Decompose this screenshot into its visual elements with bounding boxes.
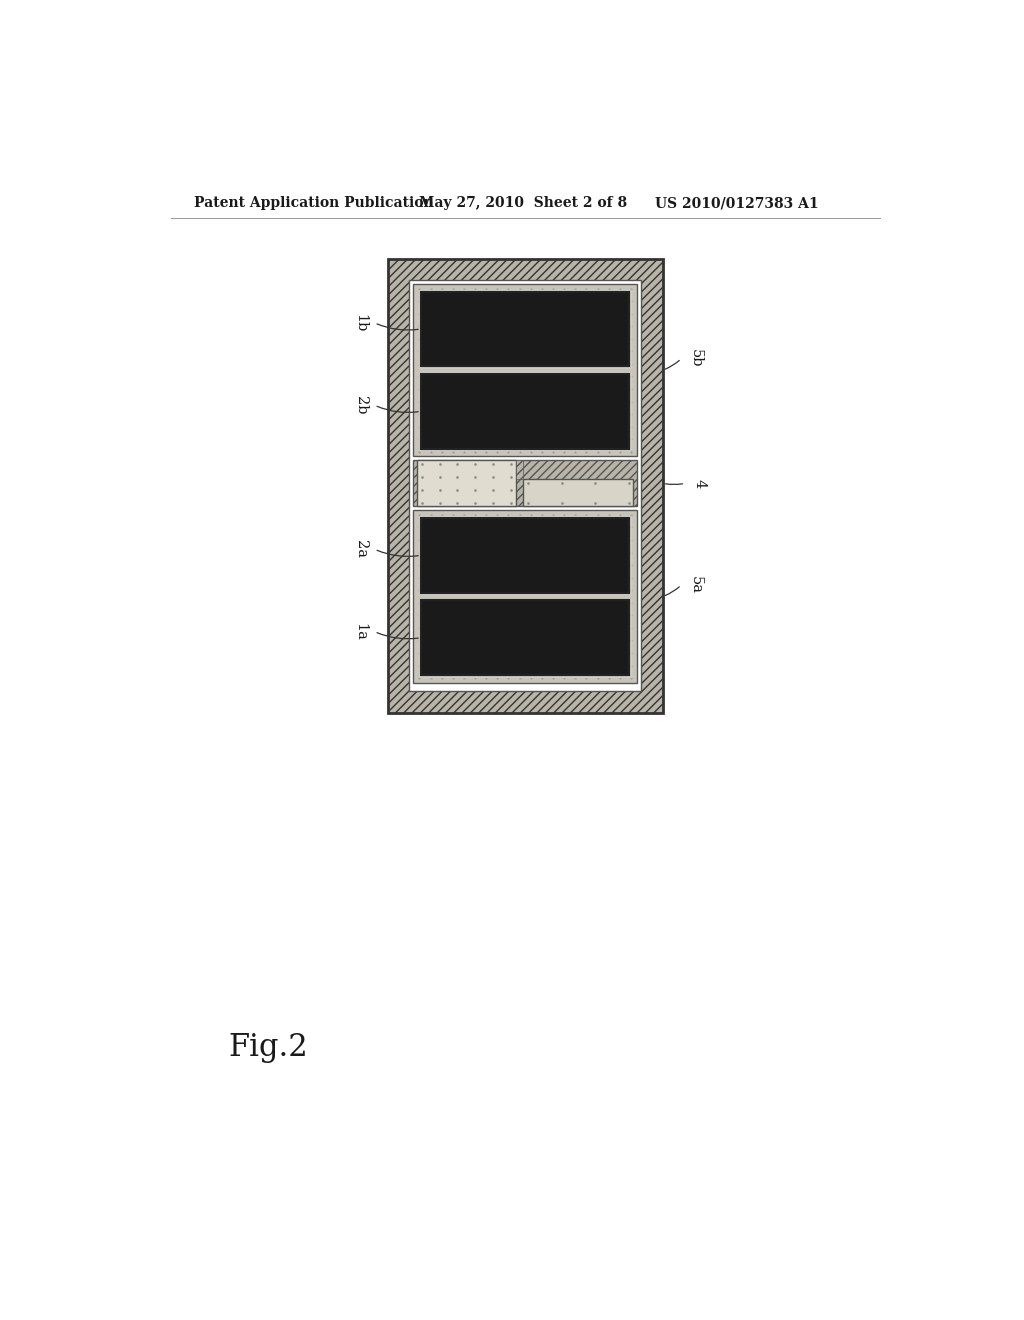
Text: 2b: 2b: [353, 396, 368, 414]
Text: 1b: 1b: [353, 314, 368, 333]
Bar: [414, 511, 637, 682]
Bar: [421, 374, 630, 449]
Text: Patent Application Publication: Patent Application Publication: [194, 197, 433, 210]
Bar: [414, 461, 637, 507]
Bar: [523, 479, 633, 507]
Bar: [421, 292, 630, 367]
Bar: [421, 517, 630, 593]
Text: Fig.2: Fig.2: [228, 1032, 308, 1063]
Text: May 27, 2010  Sheet 2 of 8: May 27, 2010 Sheet 2 of 8: [419, 197, 627, 210]
Bar: [410, 280, 641, 692]
Bar: [420, 372, 631, 450]
Text: 1a: 1a: [353, 623, 368, 640]
Bar: [420, 290, 631, 368]
Text: US 2010/0127383 A1: US 2010/0127383 A1: [655, 197, 818, 210]
Bar: [420, 516, 631, 594]
Bar: [420, 599, 631, 677]
Text: 4: 4: [692, 479, 707, 488]
Bar: [388, 259, 663, 713]
Bar: [417, 461, 516, 507]
Bar: [516, 461, 523, 479]
Bar: [421, 601, 630, 675]
Text: 2a: 2a: [353, 540, 368, 558]
Bar: [414, 284, 637, 457]
Text: 5b: 5b: [688, 350, 702, 368]
Text: 5a: 5a: [688, 576, 702, 594]
